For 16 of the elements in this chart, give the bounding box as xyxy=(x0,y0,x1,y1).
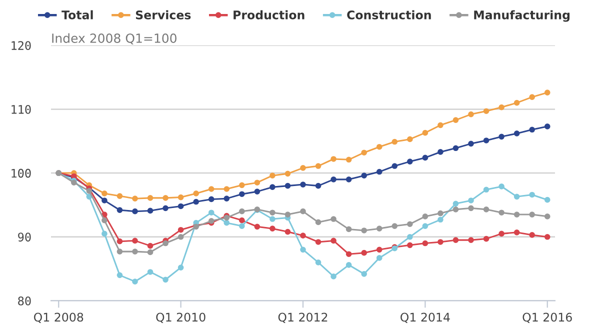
x-tick-label: Q1 2008 xyxy=(34,312,84,324)
legend-label: Construction xyxy=(347,10,431,20)
x-tick-label: Q1 2010 xyxy=(156,312,206,324)
y-tick-label: 110 xyxy=(12,104,31,114)
y-axis-title: Index 2008 Q1=100 xyxy=(52,33,176,44)
y-tick-label: 90 xyxy=(18,232,31,242)
legend-label: Manufacturing xyxy=(474,10,570,22)
legend-label: Total xyxy=(62,10,93,20)
y-tick-label: 100 xyxy=(12,168,31,178)
y-tick-label: 120 xyxy=(12,41,31,50)
x-tick-label: Q1 2014 xyxy=(400,312,450,324)
x-tick-label: Q1 2012 xyxy=(278,312,328,324)
y-tick-label: 80 xyxy=(18,296,31,306)
x-tick-label: Q1 2016 xyxy=(522,312,572,324)
legend-label: Services xyxy=(136,10,191,20)
legend-label: Production xyxy=(234,10,304,20)
